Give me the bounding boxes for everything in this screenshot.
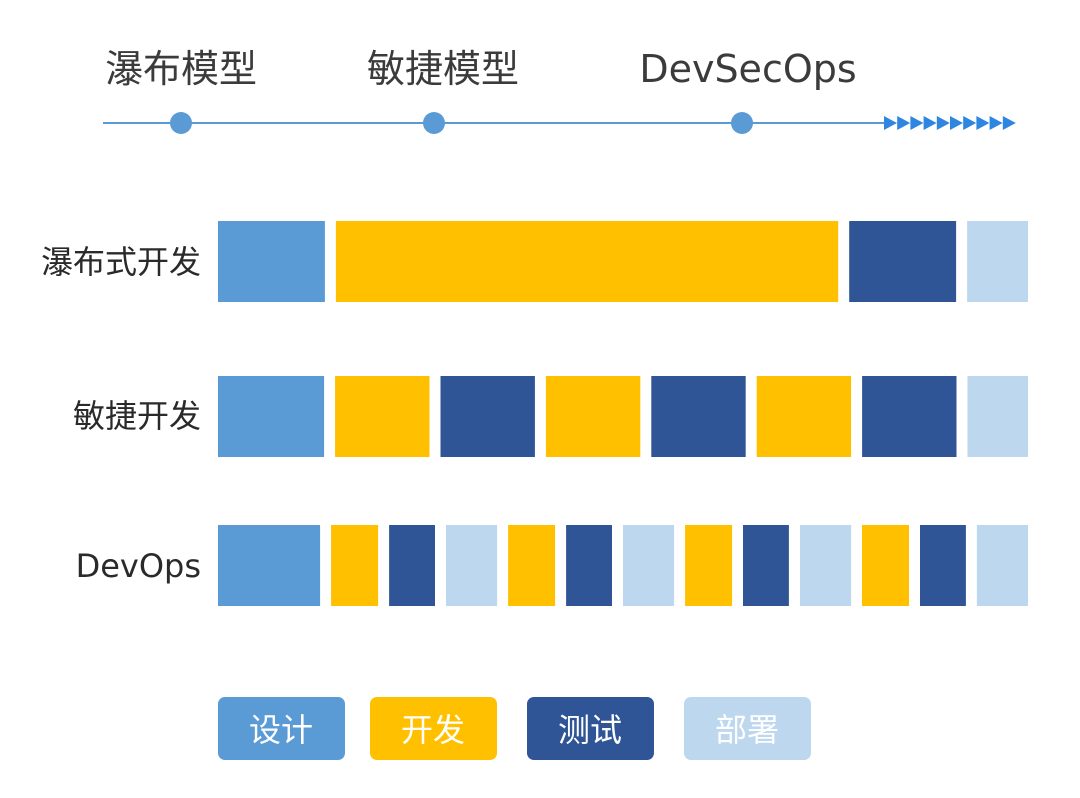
milestone-label-waterfall: 瀑布模型 xyxy=(105,47,257,91)
milestone-dot-agile xyxy=(423,112,445,134)
timeline-arrow-head xyxy=(989,116,1003,130)
legend-box-deploy xyxy=(684,697,811,760)
row-devops-segments xyxy=(218,525,1028,606)
row-waterfall-segments xyxy=(218,221,1028,302)
timeline-arrow-head xyxy=(963,116,977,130)
milestone-dot-waterfall xyxy=(170,112,192,134)
segment-design xyxy=(218,376,325,457)
timeline-arrow-head xyxy=(950,116,963,130)
segment-test xyxy=(862,376,957,457)
milestone-label-agile: 敏捷模型 xyxy=(367,47,519,91)
row-agile-segments xyxy=(218,376,1028,457)
segment-design xyxy=(218,221,325,302)
segment-develop xyxy=(862,525,909,606)
segment-deploy xyxy=(446,525,498,606)
legend-label-design: 设计 xyxy=(249,711,313,749)
legend-label-test: 测试 xyxy=(558,711,622,749)
segment-develop xyxy=(756,376,852,457)
legend: 设计 开发 测试 部署 xyxy=(218,697,811,760)
segment-deploy xyxy=(967,376,1028,457)
milestone-dot-devsecops xyxy=(731,112,753,134)
segment-test xyxy=(849,221,957,302)
row-label-devops: DevOps xyxy=(76,547,201,585)
timeline-arrow-head xyxy=(976,116,990,130)
timeline-arrow-head xyxy=(884,116,897,130)
segment-test xyxy=(743,525,789,606)
timeline-arrow-head xyxy=(910,116,924,130)
timeline-arrow-head xyxy=(936,116,950,130)
segment-develop xyxy=(508,525,556,606)
segment-develop xyxy=(545,376,641,457)
timeline-arrow-head xyxy=(897,116,911,130)
segment-deploy xyxy=(800,525,852,606)
legend-box-design xyxy=(218,697,345,760)
segment-develop xyxy=(335,376,430,457)
segment-develop xyxy=(331,525,379,606)
milestone-label-devsecops: DevSecOps xyxy=(639,47,856,91)
timeline-arrow-head xyxy=(923,116,937,130)
segment-develop xyxy=(685,525,733,606)
legend-box-develop xyxy=(370,697,497,760)
legend-label-develop: 开发 xyxy=(401,711,465,749)
timeline: 瀑布模型 敏捷模型 DevSecOps xyxy=(103,47,1016,134)
segment-test xyxy=(920,525,966,606)
row-label-waterfall: 瀑布式开发 xyxy=(41,243,201,281)
segment-deploy xyxy=(967,221,1028,302)
segment-deploy xyxy=(623,525,675,606)
legend-label-deploy: 部署 xyxy=(715,711,779,749)
segment-test xyxy=(440,376,535,457)
segment-deploy xyxy=(976,525,1028,606)
segment-test xyxy=(566,525,612,606)
timeline-arrow-head xyxy=(1002,116,1016,130)
segment-develop xyxy=(335,221,839,302)
legend-box-test xyxy=(527,697,654,760)
segment-test xyxy=(651,376,746,457)
timeline-arrows xyxy=(884,116,1016,130)
row-label-agile: 敏捷开发 xyxy=(73,397,201,435)
segment-test xyxy=(389,525,435,606)
segment-design xyxy=(218,525,321,606)
